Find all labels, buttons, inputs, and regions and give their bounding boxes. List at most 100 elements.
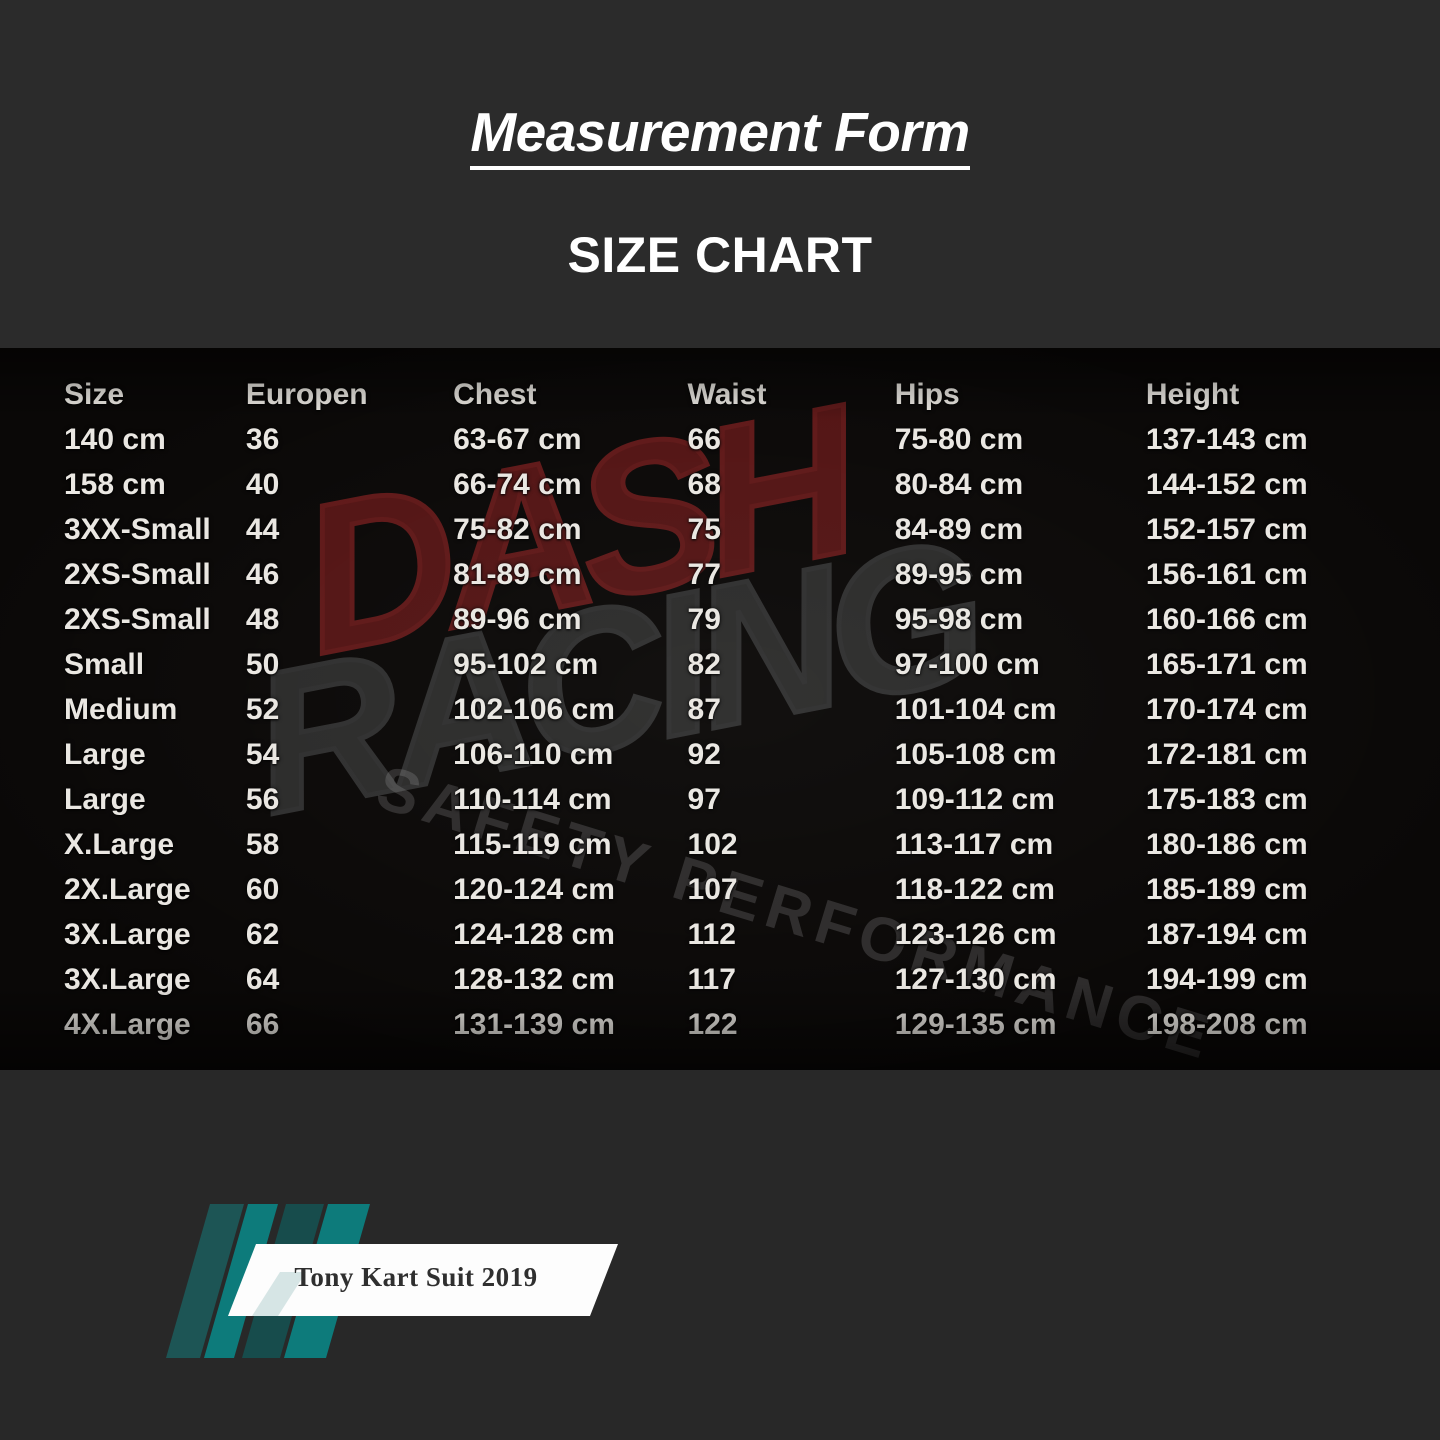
- cell-hips: 129-135 cm: [894, 1008, 1057, 1041]
- table-row: 158 cm 40 66-74 cm 68 80-84 cm 144-152 cm: [0, 462, 1440, 507]
- cell-chest: 131-139 cm: [453, 1008, 615, 1041]
- logo-bar-2: [204, 1204, 278, 1358]
- cell-waist: 122: [687, 1008, 738, 1041]
- cell-hips: 95-98 cm: [894, 603, 1024, 636]
- cell-height: 152-157 cm: [1145, 513, 1308, 546]
- cell-chest: 106-110 cm: [453, 738, 614, 771]
- cell-waist: 79: [687, 603, 721, 636]
- size-chart-table-body: 140 cm 36 63-67 cm 66 75-80 cm 137-143 cm 158 …: [0, 417, 1440, 1047]
- logo-accent-chip: [252, 1272, 306, 1316]
- cell-europen: 64: [245, 963, 280, 996]
- cell-size: 3X.Large: [64, 918, 191, 951]
- cell-hips: 101-104 cm: [894, 693, 1057, 726]
- cell-waist: 66: [687, 423, 721, 456]
- table-header-row: Size Europen Chest Waist Hips Height: [0, 372, 1440, 417]
- cell-hips: 123-126 cm: [894, 918, 1057, 951]
- column-header-chest: Chest: [453, 378, 537, 411]
- cell-europen: 60: [245, 873, 280, 906]
- cell-waist: 82: [687, 648, 721, 681]
- cell-chest: 63-67 cm: [453, 423, 582, 456]
- cell-chest: 128-132 cm: [453, 963, 615, 996]
- cell-europen: 40: [245, 468, 280, 501]
- cell-size: 3X.Large: [64, 963, 191, 996]
- brand-logo-mark: [166, 1204, 618, 1358]
- size-chart-table-head: Size Europen Chest Waist Hips Height: [0, 372, 1440, 417]
- cell-chest: 115-119 cm: [453, 828, 612, 861]
- page-title: Measurement Form: [0, 103, 1440, 170]
- cell-waist: 77: [687, 558, 721, 591]
- page-title-text: Measurement Form: [470, 103, 970, 170]
- table-row: 2XS-Small 48 89-96 cm 79 95-98 cm 160-166 cm: [0, 597, 1440, 642]
- cell-waist: 87: [687, 693, 721, 726]
- cell-chest: 95-102 cm: [453, 648, 599, 681]
- cell-size: 158 cm: [64, 468, 166, 501]
- cell-hips: 118-122 cm: [894, 873, 1055, 906]
- cell-size: 140 cm: [64, 423, 166, 456]
- column-header-hips: Hips: [894, 378, 960, 411]
- logo-bar-1: [166, 1204, 244, 1358]
- cell-height: 198-208 cm: [1145, 1008, 1308, 1041]
- cell-europen: 54: [245, 738, 280, 771]
- cell-europen: 56: [245, 783, 280, 816]
- cell-height: 156-161 cm: [1145, 558, 1308, 591]
- cell-waist: 102: [687, 828, 738, 861]
- cell-europen: 46: [245, 558, 280, 591]
- cell-height: 194-199 cm: [1145, 963, 1308, 996]
- cell-size: 4X.Large: [64, 1008, 191, 1041]
- column-header-height: Height: [1145, 378, 1240, 411]
- cell-hips: 105-108 cm: [894, 738, 1057, 771]
- cell-europen: 36: [245, 423, 280, 456]
- product-label: Tony Kart Suit 2019: [294, 1262, 538, 1292]
- table-row: 2XS-Small 46 81-89 cm 77 89-95 cm 156-161 cm: [0, 552, 1440, 597]
- cell-europen: 44: [245, 513, 280, 546]
- cell-europen: 58: [245, 828, 280, 861]
- cell-height: 170-174 cm: [1145, 693, 1308, 726]
- cell-chest: 110-114 cm: [453, 783, 612, 816]
- cell-waist: 117: [687, 963, 736, 996]
- cell-hips: 113-117 cm: [894, 828, 1054, 861]
- cell-hips: 127-130 cm: [894, 963, 1057, 996]
- table-row: 3X.Large 64 128-132 cm 117 127-130 cm 194-199…: [0, 957, 1440, 1002]
- cell-height: 160-166 cm: [1145, 603, 1308, 636]
- cell-height: 180-186 cm: [1145, 828, 1308, 861]
- table-row: 3XX-Small 44 75-82 cm 75 84-89 cm 152-157 cm: [0, 507, 1440, 552]
- cell-size: Large: [64, 783, 146, 816]
- cell-height: 172-181 cm: [1145, 738, 1308, 771]
- column-header-waist: Waist: [687, 378, 767, 411]
- cell-waist: 75: [687, 513, 721, 546]
- cell-hips: 89-95 cm: [894, 558, 1024, 591]
- cell-height: 187-194 cm: [1145, 918, 1308, 951]
- cell-size: Small: [64, 648, 145, 681]
- cell-hips: 97-100 cm: [894, 648, 1040, 681]
- table-row: Small 50 95-102 cm 82 97-100 cm 165-171 cm: [0, 642, 1440, 687]
- cell-hips: 84-89 cm: [894, 513, 1024, 546]
- column-header-europen: Europen: [245, 378, 368, 411]
- page-subtitle: SIZE CHART: [567, 227, 873, 283]
- cell-chest: 89-96 cm: [453, 603, 582, 636]
- table-row: Large 54 106-110 cm 92 105-108 cm 172-181 cm: [0, 732, 1440, 777]
- cell-waist: 112: [687, 918, 736, 951]
- header-band: [0, 0, 1440, 348]
- cell-chest: 120-124 cm: [453, 873, 615, 906]
- cell-waist: 97: [687, 783, 721, 816]
- cell-europen: 50: [245, 648, 280, 681]
- cell-hips: 75-80 cm: [894, 423, 1024, 456]
- cell-europen: 66: [245, 1008, 280, 1041]
- cell-size: 3XX-Small: [64, 513, 211, 546]
- cell-size: 2XS-Small: [64, 558, 211, 591]
- cell-chest: 102-106 cm: [453, 693, 615, 726]
- cell-waist: 68: [687, 468, 721, 501]
- brand-logo: [148, 1198, 618, 1358]
- table-row: Large 56 110-114 cm 97 109-112 cm 175-183 cm: [0, 777, 1440, 822]
- cell-hips: 109-112 cm: [894, 783, 1055, 816]
- size-chart-table: Size Europen Chest Waist Hips Height 140…: [0, 372, 1440, 1047]
- cell-size: 2XS-Small: [64, 603, 211, 636]
- column-header-size: Size: [64, 378, 125, 411]
- table-row: 140 cm 36 63-67 cm 66 75-80 cm 137-143 cm: [0, 417, 1440, 462]
- cell-europen: 52: [245, 693, 280, 726]
- table-row: X.Large 58 115-119 cm 102 113-117 cm 180-186 …: [0, 822, 1440, 867]
- cell-chest: 81-89 cm: [453, 558, 582, 591]
- cell-europen: 48: [245, 603, 280, 636]
- cell-size: Large: [64, 738, 146, 771]
- cell-hips: 80-84 cm: [894, 468, 1024, 501]
